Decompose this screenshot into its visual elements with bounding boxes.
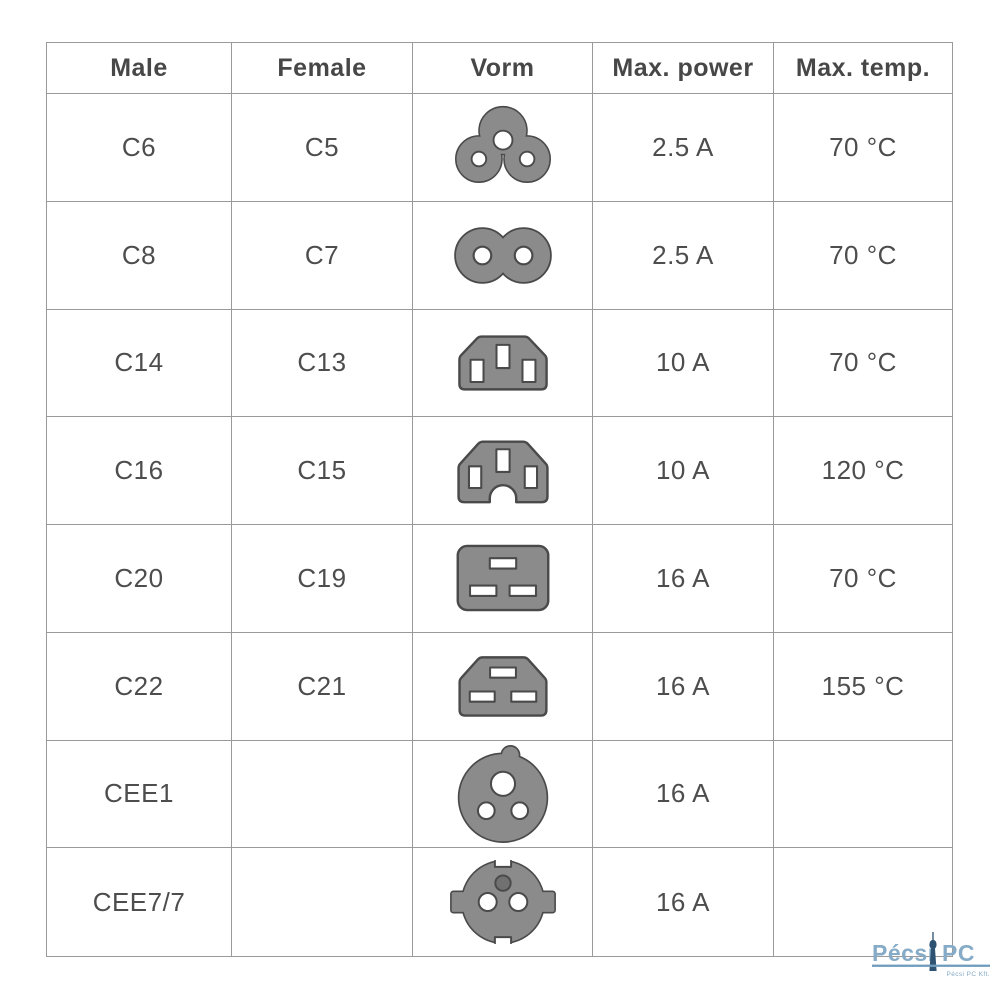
c19-c20-connector-icon bbox=[454, 542, 552, 614]
column-header-female: Female bbox=[232, 43, 413, 94]
cell-female: C15 bbox=[232, 417, 413, 525]
c7-c8-figure8-icon bbox=[454, 226, 552, 285]
cell-max-power: 10 A bbox=[593, 309, 774, 418]
logo-subtext: Pécsi PC Kft. bbox=[947, 971, 991, 978]
cell-female bbox=[232, 848, 413, 956]
cell-female: C19 bbox=[232, 525, 413, 633]
cell-female bbox=[232, 740, 413, 849]
column-header-max-temp: Max. temp. bbox=[774, 43, 952, 94]
cell-vorm bbox=[413, 201, 593, 310]
cell-vorm bbox=[413, 309, 593, 418]
cell-max-power: 2.5 A bbox=[593, 201, 774, 310]
cell-max-power: 10 A bbox=[593, 417, 774, 525]
cell-max-temp: 120 °C bbox=[774, 417, 952, 525]
cell-male: C22 bbox=[47, 632, 232, 741]
c5-c6-cloverleaf-icon bbox=[447, 104, 559, 190]
logo-brand-secondary: PC bbox=[942, 940, 975, 966]
connector-table: Male Female Vorm Max. power Max. temp. C… bbox=[46, 42, 953, 957]
c15-c16-connector-icon bbox=[451, 434, 555, 508]
cell-max-power: 16 A bbox=[593, 525, 774, 633]
c21-c22-connector-icon bbox=[452, 650, 554, 722]
cell-max-temp: 155 °C bbox=[774, 633, 952, 741]
column-header-male: Male bbox=[47, 43, 232, 94]
cell-max-temp: 70 °C bbox=[774, 525, 952, 633]
cell-max-power: 16 A bbox=[593, 740, 774, 849]
cell-vorm bbox=[413, 94, 593, 202]
cell-vorm bbox=[413, 848, 593, 956]
cell-max-power: 16 A bbox=[593, 632, 774, 741]
cell-max-power: 16 A bbox=[593, 848, 774, 956]
pecsipc-logo-icon: Pécsi PC Pécsi PC Kft. bbox=[872, 932, 991, 978]
cell-female: C7 bbox=[232, 201, 413, 310]
cell-max-temp: 70 °C bbox=[774, 94, 952, 202]
cell-female: C5 bbox=[232, 94, 413, 202]
column-header-vorm: Vorm bbox=[413, 43, 593, 94]
logo-brand-primary: Pécsi bbox=[872, 940, 935, 966]
cell-vorm bbox=[413, 632, 593, 741]
cell-male: C16 bbox=[47, 417, 232, 525]
cee1-round-plug-icon bbox=[452, 743, 554, 845]
column-header-max-power: Max. power bbox=[593, 43, 774, 94]
cell-vorm bbox=[413, 525, 593, 633]
cell-max-power: 2.5 A bbox=[593, 94, 774, 202]
cell-male: CEE1 bbox=[47, 740, 232, 849]
pecsipc-watermark: Pécsi PC Pécsi PC Kft. bbox=[872, 931, 994, 983]
cell-male: C14 bbox=[47, 309, 232, 418]
cell-female: C21 bbox=[232, 632, 413, 741]
logo-underline bbox=[872, 964, 990, 967]
cell-max-temp: 70 °C bbox=[774, 310, 952, 418]
cell-vorm bbox=[413, 740, 593, 849]
cell-male: CEE7/7 bbox=[47, 848, 232, 956]
cell-female: C13 bbox=[232, 309, 413, 418]
cell-max-temp: 70 °C bbox=[774, 202, 952, 310]
cell-male: C8 bbox=[47, 201, 232, 310]
cell-male: C6 bbox=[47, 94, 232, 202]
cell-vorm bbox=[413, 417, 593, 525]
cell-male: C20 bbox=[47, 525, 232, 633]
cee7-7-schuko-icon bbox=[449, 855, 557, 949]
c13-c14-connector-icon bbox=[452, 329, 554, 396]
cell-max-temp bbox=[774, 741, 952, 849]
